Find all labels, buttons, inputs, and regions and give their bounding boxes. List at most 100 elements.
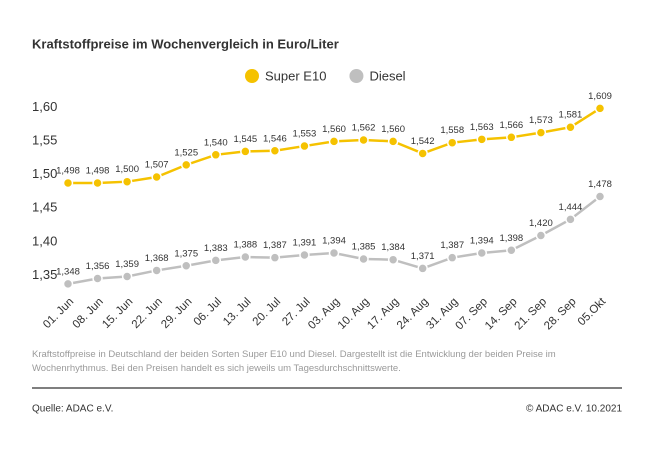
marker xyxy=(506,245,517,256)
marker xyxy=(121,271,133,282)
marker xyxy=(417,148,428,159)
note: Kraftstoffpreise in Deutschland der beid… xyxy=(32,349,556,374)
marker xyxy=(446,252,458,263)
marker xyxy=(387,254,399,265)
data-label: 1,498 xyxy=(56,166,80,177)
marker xyxy=(535,127,547,138)
data-label: 1,359 xyxy=(115,259,139,270)
data-label: 1,542 xyxy=(411,136,435,147)
x-tick-label: 03. Aug xyxy=(306,296,342,332)
marker xyxy=(476,247,488,259)
y-tick-label: 1,60 xyxy=(32,99,57,114)
marker xyxy=(92,273,103,284)
data-label: 1,525 xyxy=(174,147,198,158)
data-label: 1,388 xyxy=(233,240,257,251)
x-tick-label: 13. Jul xyxy=(221,296,253,328)
data-label: 1,383 xyxy=(204,243,228,254)
marker xyxy=(210,149,222,161)
copyright: © ADAC e.V. 10.2021 xyxy=(526,404,622,415)
data-label: 1,420 xyxy=(529,218,553,229)
marker xyxy=(476,134,488,145)
x-tick-label: 20. Jul xyxy=(251,296,283,328)
data-label: 1,507 xyxy=(145,159,169,170)
marker xyxy=(328,247,340,259)
data-label: 1,384 xyxy=(381,242,405,253)
marker xyxy=(417,263,428,274)
marker xyxy=(506,132,517,143)
marker xyxy=(358,253,369,265)
data-label: 1,563 xyxy=(470,122,494,133)
marker xyxy=(299,140,310,152)
marker xyxy=(92,177,103,189)
data-label: 1,546 xyxy=(263,133,287,144)
marker xyxy=(180,260,192,271)
data-label: 1,562 xyxy=(352,123,376,134)
y-tick-label: 1,40 xyxy=(32,233,57,248)
data-label: 1,394 xyxy=(470,235,494,246)
marker xyxy=(151,265,162,276)
marker xyxy=(151,171,162,183)
data-label: 1,385 xyxy=(352,242,376,253)
marker xyxy=(446,137,458,148)
x-tick-label: 21. Sep xyxy=(513,296,550,333)
data-label: 1,387 xyxy=(263,240,287,251)
marker xyxy=(62,177,74,189)
y-tick-label: 1,45 xyxy=(32,200,57,215)
x-tick-label: 01. Jun xyxy=(41,296,76,331)
marker xyxy=(62,278,74,290)
marker xyxy=(240,146,251,157)
data-label: 1,387 xyxy=(440,240,464,251)
data-label: 1,498 xyxy=(86,166,110,177)
marker xyxy=(328,136,340,147)
marker xyxy=(565,121,576,133)
legend-marker xyxy=(349,69,364,83)
x-tick-label: 15. Jun xyxy=(100,296,135,331)
data-label: 1,573 xyxy=(529,115,553,126)
chart-title: Kraftstoffpreise im Wochenvergleich in E… xyxy=(32,36,339,51)
data-label: 1,581 xyxy=(559,110,583,121)
data-label: 1,394 xyxy=(322,235,346,246)
x-tick-label: 24. Aug xyxy=(395,296,431,332)
data-label: 1,560 xyxy=(322,124,346,135)
marker xyxy=(299,249,310,261)
marker xyxy=(269,145,281,157)
x-tick-label: 17. Aug xyxy=(365,296,401,332)
marker xyxy=(387,136,399,147)
data-label: 1,553 xyxy=(293,129,317,140)
marker xyxy=(565,214,576,225)
legend-label: Super E10 xyxy=(265,68,326,83)
marker xyxy=(180,159,192,171)
data-label: 1,558 xyxy=(440,125,464,136)
data-label: 1,444 xyxy=(559,202,583,213)
marker xyxy=(269,252,281,263)
marker xyxy=(594,191,606,202)
x-tick-label: 05.Okt xyxy=(576,295,609,328)
marker xyxy=(535,230,547,241)
legend-label: Diesel xyxy=(369,68,405,83)
source: Quelle: ADAC e.V. xyxy=(32,404,113,415)
data-label: 1,560 xyxy=(381,124,405,135)
x-tick-label: 06. Jul xyxy=(192,296,224,328)
x-tick-label: 29. Jun xyxy=(159,296,194,331)
x-tick-label: 22. Jun xyxy=(130,296,165,331)
data-label: 1,566 xyxy=(499,120,523,131)
data-label: 1,500 xyxy=(115,164,139,175)
data-label: 1,375 xyxy=(174,248,198,259)
data-label: 1,391 xyxy=(293,237,317,248)
y-tick-label: 1,35 xyxy=(32,267,57,282)
marker xyxy=(210,255,222,266)
data-label: 1,478 xyxy=(588,179,612,190)
data-label: 1,540 xyxy=(204,137,228,148)
data-label: 1,371 xyxy=(411,251,435,262)
data-label: 1,609 xyxy=(588,91,612,102)
x-tick-label: 28. Sep xyxy=(542,296,579,333)
x-tick-label: 08. Jun xyxy=(71,296,106,331)
data-label: 1,368 xyxy=(145,253,169,264)
y-tick-label: 1,50 xyxy=(32,166,57,181)
data-label: 1,398 xyxy=(499,233,523,244)
x-tick-label: 07. Sep xyxy=(454,296,491,333)
data-label: 1,348 xyxy=(56,266,80,277)
data-label: 1,356 xyxy=(86,261,110,272)
